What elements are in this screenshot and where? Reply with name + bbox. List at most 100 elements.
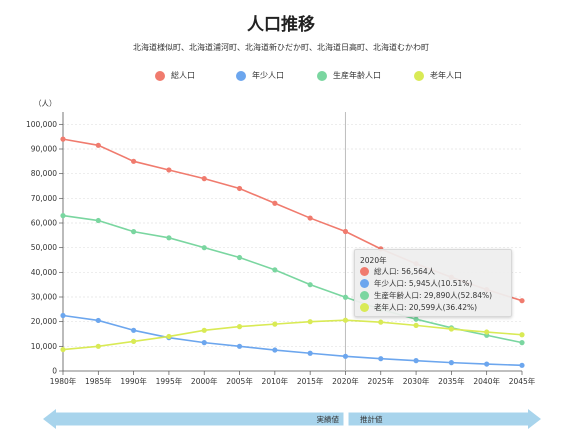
data-point — [60, 213, 66, 219]
tooltip-text: 老年人口: 20,599人(36.42%) — [374, 303, 478, 312]
legend-item-total[interactable]: 総人口 — [155, 70, 195, 81]
data-point — [131, 327, 137, 333]
data-point — [413, 316, 419, 322]
data-point — [236, 324, 243, 330]
tooltip-title: 2020年 — [360, 256, 387, 265]
y-tick-label: 50,000 — [31, 243, 57, 252]
data-point — [519, 340, 525, 346]
data-point — [342, 228, 349, 235]
data-point — [519, 362, 525, 368]
data-point — [307, 215, 313, 221]
data-point — [60, 312, 66, 319]
legend: 総人口 年少人口 生産年齢人口 老年人口 — [0, 70, 562, 84]
y-tick-label: 80,000 — [31, 169, 57, 178]
x-tick-label: 1985年 — [85, 376, 112, 386]
x-tick-label: 1990年 — [120, 376, 147, 386]
data-point — [236, 254, 243, 261]
legend-marker-icon — [414, 70, 424, 81]
legend-label: 年少人口 — [252, 71, 284, 80]
x-tick-label: 2020年 — [332, 376, 359, 386]
timeline-arrow-shape — [43, 409, 541, 429]
data-point — [166, 167, 172, 173]
tooltip-text: 総人口: 56,564人 — [374, 267, 436, 276]
data-point — [95, 217, 101, 224]
tooltip-text: 生産年齢人口: 29,890人(52.84%) — [374, 291, 493, 300]
legend-marker-icon — [317, 70, 327, 81]
y-tick-label: 30,000 — [31, 293, 57, 302]
x-tick-label: 2015年 — [297, 376, 324, 386]
legend-item-working-age[interactable]: 生産年齢人口 — [317, 70, 381, 81]
y-tick-label: 90,000 — [31, 145, 57, 154]
data-point — [413, 358, 419, 364]
y-tick-label: 60,000 — [31, 219, 57, 228]
tooltip-marker-icon — [360, 279, 369, 288]
y-tick-label: 0 — [52, 367, 57, 376]
data-point — [236, 185, 243, 192]
x-tick-label: 2040年 — [473, 376, 500, 386]
data-point — [378, 356, 384, 362]
legend-label: 生産年齢人口 — [333, 71, 381, 80]
data-point — [307, 350, 313, 356]
y-tick-label: 40,000 — [31, 268, 57, 277]
data-point — [236, 343, 243, 349]
x-tick-label: 2010年 — [262, 376, 289, 386]
y-tick-label: 70,000 — [31, 194, 57, 203]
y-tick-label: 100,000 — [26, 120, 57, 129]
y-tick-label: 20,000 — [31, 317, 57, 326]
tooltip-marker-icon — [360, 291, 369, 300]
data-point — [95, 142, 101, 148]
data-point — [342, 294, 349, 300]
x-tick-label: 2005年 — [226, 376, 253, 386]
legend-label: 総人口 — [171, 71, 195, 80]
tooltip-row-working-age: 生産年齢人口: 29,890人(52.84%) — [360, 290, 492, 301]
data-point — [201, 176, 207, 182]
legend-label: 老年人口 — [430, 71, 462, 80]
data-point — [413, 322, 419, 328]
y-tick-label: 10,000 — [31, 342, 57, 351]
series-line-2 — [62, 214, 523, 344]
data-point — [272, 347, 278, 353]
x-tick-label: 2035年 — [438, 376, 465, 386]
x-tick-label: 1995年 — [156, 376, 183, 386]
y-axis-label: （人） — [34, 99, 57, 108]
data-point — [201, 340, 207, 346]
actual-values-label: 実績値 — [317, 414, 340, 424]
legend-item-youth[interactable]: 年少人口 — [236, 70, 284, 81]
data-point — [201, 327, 207, 333]
tooltip-row-total: 総人口: 56,564人 — [360, 266, 435, 277]
line-chart: （人） 0 10,000 20,000 30,000 40,000 50,000 60,000… — [26, 99, 536, 386]
data-point — [131, 158, 137, 164]
data-point — [519, 332, 525, 338]
legend-item-elderly[interactable]: 老年人口 — [414, 70, 462, 81]
x-tick-label: 2025年 — [367, 376, 394, 386]
series-line-1 — [62, 314, 523, 367]
data-point — [307, 319, 313, 325]
data-point — [342, 317, 349, 323]
data-point — [95, 343, 101, 349]
data-point — [519, 298, 525, 304]
data-point — [378, 319, 384, 325]
x-tick-label: 1980年 — [50, 376, 77, 386]
data-tooltip: 2020年 総人口: 56,564人 年少人口: 5,945人(10.51%) … — [354, 249, 512, 317]
data-point — [342, 353, 349, 359]
chart-subtitle: 北海道様似町、北海道浦河町、北海道新ひだか町、北海道日高町、北海道むかわ町 — [133, 43, 429, 52]
data-point — [272, 321, 278, 327]
data-point — [448, 360, 454, 366]
data-point — [201, 245, 207, 251]
tooltip-row-elderly: 老年人口: 20,599人(36.42%) — [360, 302, 477, 313]
tooltip-marker-icon — [360, 303, 369, 312]
projection-values-label: 推計値 — [360, 414, 383, 424]
tooltip-row-youth: 年少人口: 5,945人(10.51%) — [360, 278, 472, 289]
data-point — [448, 326, 454, 332]
data-point — [307, 282, 313, 288]
tooltip-text: 年少人口: 5,945人(10.51%) — [374, 279, 473, 288]
x-tick-label: 2030年 — [403, 376, 430, 386]
legend-marker-icon — [236, 70, 246, 81]
data-point — [60, 136, 66, 142]
data-point — [131, 338, 137, 344]
tooltip-marker-icon — [360, 267, 369, 276]
data-point — [272, 200, 278, 206]
data-point — [166, 235, 172, 241]
data-point — [484, 329, 490, 335]
